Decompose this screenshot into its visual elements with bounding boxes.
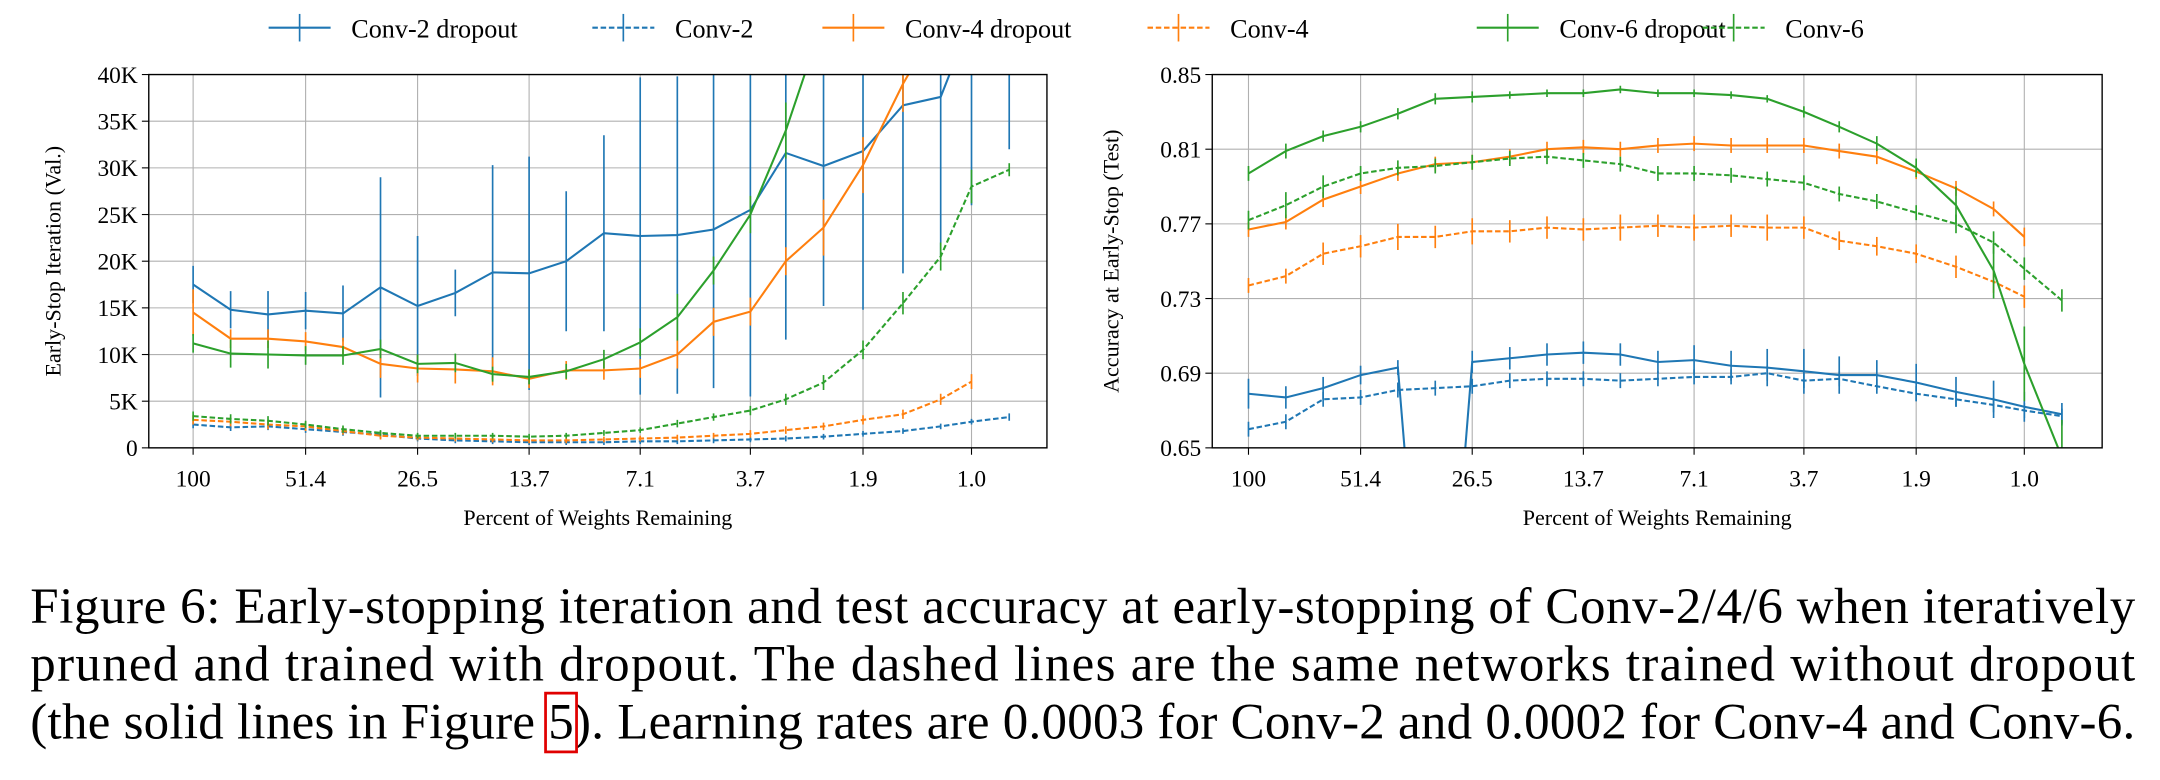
series-line: [1248, 142, 2026, 238]
plot-area: [192, 74, 1011, 446]
x-tick-label: 3.7: [736, 466, 766, 492]
y-tick-label: 5K: [109, 389, 138, 415]
y-tick-label: 40K: [97, 63, 137, 89]
y-tick-label: 15K: [97, 296, 137, 322]
x-tick-label: 3.7: [1789, 466, 1819, 492]
x-tick-label: 7.1: [1679, 466, 1708, 492]
axes-frame: [1211, 73, 2103, 449]
series-line: [1248, 224, 2025, 298]
x-axis-label: Percent of Weights Remaining: [1523, 505, 1792, 530]
y-tick-label: 25K: [97, 203, 137, 229]
y-tick-label: 0.65: [1160, 436, 1201, 462]
y-tick-label: 0.85: [1160, 63, 1201, 89]
x-tick-label: 1.0: [957, 466, 986, 492]
legend-label: Conv-2: [675, 14, 753, 43]
y-tick-label: 35K: [97, 109, 137, 135]
figure-link[interactable]: 5: [548, 695, 573, 751]
caption-text: (the solid lines in Figure: [30, 695, 548, 751]
y-axis-label: Early-Stop Iteration (Val.): [41, 146, 66, 377]
link-box: [544, 691, 578, 754]
caption-line: Figure 6: Early-stopping iteration and t…: [30, 579, 2135, 635]
x-tick-label: 26.5: [1452, 466, 1493, 492]
y-tick-label: 0.77: [1160, 212, 1201, 238]
y-axis-label: Accuracy at Early-Stop (Test): [1099, 130, 1124, 393]
y-tick-label: 0.81: [1160, 137, 1201, 163]
y-tick-label: 30K: [97, 156, 137, 182]
x-tick-label: 26.5: [397, 466, 438, 492]
x-tick-label: 51.4: [285, 466, 326, 492]
x-tick-label: 13.7: [1563, 466, 1604, 492]
series-line: [193, 416, 1010, 444]
series-line: [1248, 155, 2063, 302]
x-tick-label: 13.7: [509, 466, 550, 492]
series-line: [193, 168, 1010, 438]
series-line: [1247, 88, 2060, 448]
legend-label: Conv-2 dropout: [351, 14, 518, 43]
x-tick-label: 1.9: [1902, 466, 1931, 492]
caption-line: pruned and trained with dropout. The das…: [30, 637, 2135, 693]
y-tick-label: 20K: [97, 249, 137, 275]
legend-label: Conv-4: [1230, 14, 1308, 43]
series-line: [192, 74, 951, 316]
x-tick-label: 1.0: [2010, 466, 2039, 492]
legend-label: Conv-6 dropout: [1559, 14, 1726, 43]
series-line: [192, 74, 806, 378]
y-tick-label: 10K: [97, 343, 137, 369]
caption-text: ). Learning rates are 0.0003 for Conv-2 …: [574, 695, 2135, 751]
x-axis-label: Percent of Weights Remaining: [463, 505, 732, 530]
series-line: [1248, 372, 2063, 431]
axes-frame: [148, 73, 1048, 449]
plot-area: [1247, 85, 2063, 448]
x-tick-label: 51.4: [1340, 466, 1381, 492]
legend-label: Conv-4 dropout: [905, 14, 1072, 43]
y-tick-label: 0: [126, 436, 138, 462]
y-tick-label: 0.73: [1160, 287, 1201, 313]
series-line: [193, 380, 973, 442]
x-tick-label: 100: [1231, 466, 1266, 492]
caption-line: (the solid lines in Figure 5). Learning …: [30, 695, 2135, 751]
x-tick-label: 1.9: [848, 466, 877, 492]
legend-label: Conv-6: [1785, 14, 1863, 43]
x-tick-label: 7.1: [626, 466, 655, 492]
x-tick-label: 100: [176, 466, 211, 492]
y-tick-label: 0.69: [1160, 361, 1201, 387]
